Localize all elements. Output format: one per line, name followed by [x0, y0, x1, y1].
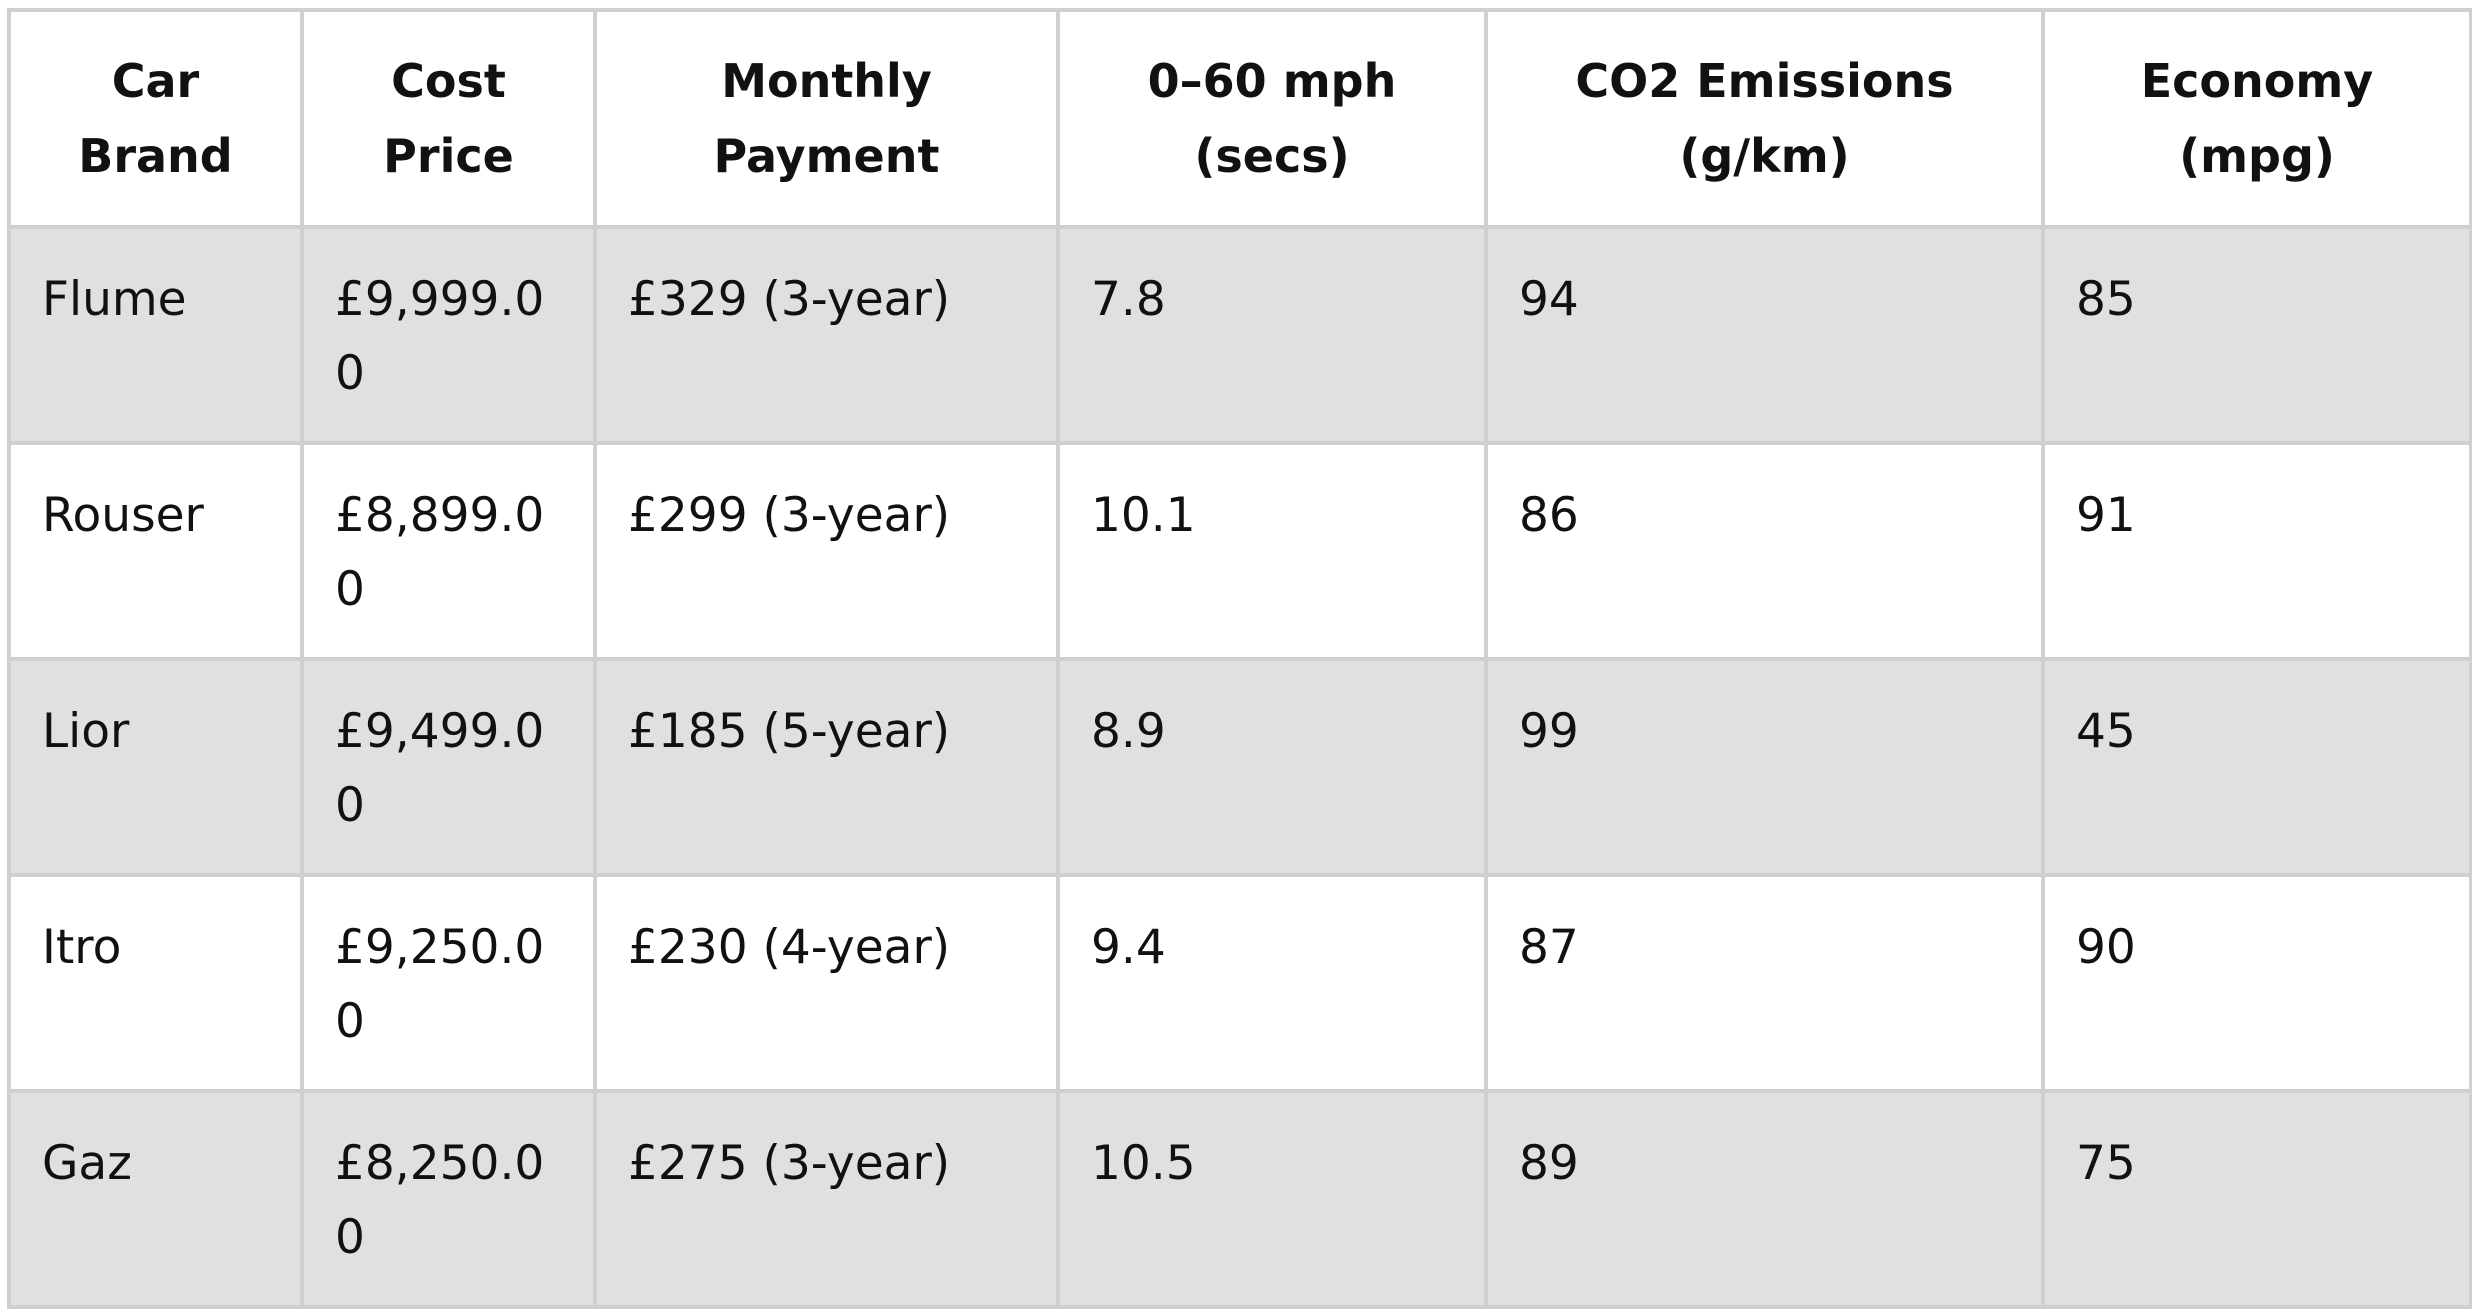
header-economy: Economy (mpg) — [2041, 8, 2472, 229]
header-cost-price: Cost Price — [300, 8, 597, 229]
car-comparison-table-container: Car Brand Cost Price Monthly Payment 0–60 m… — [7, 8, 2472, 1309]
cell-cost-price: £9,999.00 — [300, 225, 597, 445]
cell-acceleration: 9.4 — [1056, 873, 1488, 1093]
table-row: Flume £9,999.00 £329 (3-year) 7.8 94 85 — [7, 225, 2472, 445]
cell-economy: 85 — [2041, 225, 2472, 445]
cell-co2-emissions: 86 — [1484, 441, 2045, 661]
cell-car-brand: Flume — [7, 225, 304, 445]
cell-acceleration: 10.1 — [1056, 441, 1488, 661]
cell-monthly-payment: £230 (4-year) — [593, 873, 1060, 1093]
cell-monthly-payment: £299 (3-year) — [593, 441, 1060, 661]
cell-car-brand: Lior — [7, 657, 304, 877]
cell-economy: 75 — [2041, 1089, 2472, 1309]
cell-co2-emissions: 94 — [1484, 225, 2045, 445]
table-row: Rouser £8,899.00 £299 (3-year) 10.1 86 9… — [7, 441, 2472, 661]
table-row: Itro £9,250.00 £230 (4-year) 9.4 87 90 — [7, 873, 2472, 1093]
header-monthly-payment: Monthly Payment — [593, 8, 1060, 229]
cell-cost-price: £8,899.00 — [300, 441, 597, 661]
cell-cost-price: £9,250.00 — [300, 873, 597, 1093]
cell-car-brand: Itro — [7, 873, 304, 1093]
cell-car-brand: Rouser — [7, 441, 304, 661]
cell-car-brand: Gaz — [7, 1089, 304, 1309]
cell-acceleration: 10.5 — [1056, 1089, 1488, 1309]
table-row: Gaz £8,250.00 £275 (3-year) 10.5 89 75 — [7, 1089, 2472, 1309]
cell-monthly-payment: £275 (3-year) — [593, 1089, 1060, 1309]
cell-acceleration: 8.9 — [1056, 657, 1488, 877]
header-acceleration: 0–60 mph (secs) — [1056, 8, 1488, 229]
cell-economy: 91 — [2041, 441, 2472, 661]
header-row: Car Brand Cost Price Monthly Payment 0–60 m… — [7, 8, 2472, 229]
cell-cost-price: £8,250.00 — [300, 1089, 597, 1309]
header-co2-emissions: CO2 Emissions (g/km) — [1484, 8, 2045, 229]
cell-economy: 90 — [2041, 873, 2472, 1093]
header-car-brand: Car Brand — [7, 8, 304, 229]
cell-co2-emissions: 89 — [1484, 1089, 2045, 1309]
cell-monthly-payment: £185 (5-year) — [593, 657, 1060, 877]
car-comparison-table: Car Brand Cost Price Monthly Payment 0–60 m… — [7, 8, 2472, 1309]
cell-cost-price: £9,499.00 — [300, 657, 597, 877]
cell-monthly-payment: £329 (3-year) — [593, 225, 1060, 445]
table-row: Lior £9,499.00 £185 (5-year) 8.9 99 45 — [7, 657, 2472, 877]
cell-economy: 45 — [2041, 657, 2472, 877]
cell-co2-emissions: 87 — [1484, 873, 2045, 1093]
cell-acceleration: 7.8 — [1056, 225, 1488, 445]
cell-co2-emissions: 99 — [1484, 657, 2045, 877]
